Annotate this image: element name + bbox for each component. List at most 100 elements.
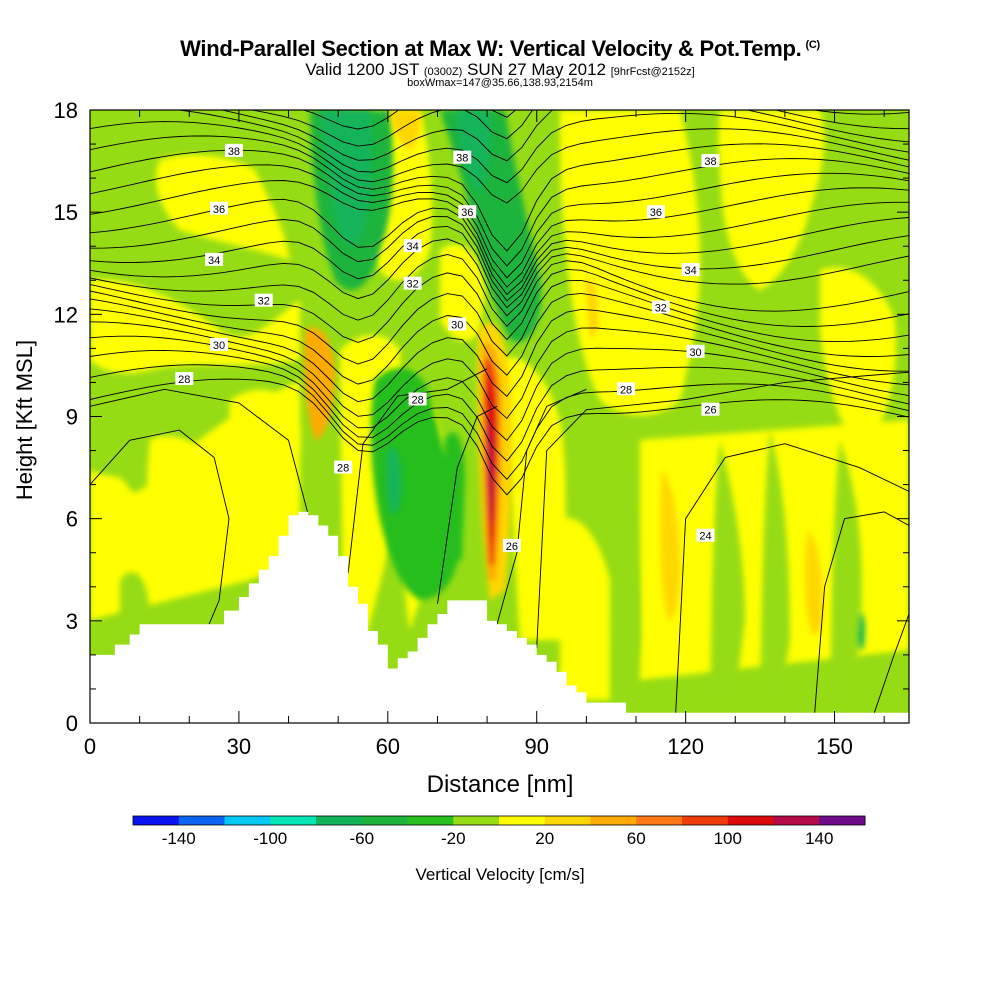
theta-label: 28 bbox=[334, 460, 353, 475]
svg-text:28: 28 bbox=[411, 394, 423, 406]
colorbar-swatch bbox=[316, 816, 363, 825]
downdraft-strong-regions bbox=[320, 110, 865, 651]
svg-text:34: 34 bbox=[407, 241, 419, 253]
colorbar-tick-label: 20 bbox=[535, 829, 554, 848]
colorbar-swatch bbox=[178, 816, 225, 825]
colorbar-label: Vertical Velocity [cm/s] bbox=[415, 865, 584, 884]
plot-area bbox=[90, 110, 909, 723]
theta-label: 28 bbox=[617, 382, 636, 396]
svg-text:32: 32 bbox=[258, 296, 270, 308]
x-axis: 0 30 60 90 120 150 bbox=[84, 110, 885, 759]
colorbar-swatch bbox=[133, 816, 180, 825]
colorbar-swatch bbox=[270, 816, 317, 825]
y-tick-label: 12 bbox=[54, 302, 78, 327]
theta-contour-line bbox=[814, 511, 909, 713]
x-tick-label: 0 bbox=[84, 734, 96, 759]
y-tick-label: 9 bbox=[66, 405, 78, 430]
colorbar-swatch bbox=[544, 816, 591, 825]
svg-text:30: 30 bbox=[689, 347, 701, 359]
theta-label: 26 bbox=[502, 538, 521, 553]
y-axis-label: Height [Kft MSL] bbox=[12, 340, 37, 500]
colorbar-swatch bbox=[361, 816, 408, 825]
y-tick-label: 3 bbox=[66, 609, 78, 634]
x-tick-label: 90 bbox=[524, 734, 548, 759]
theta-contour-line bbox=[90, 268, 909, 343]
svg-text:28: 28 bbox=[178, 374, 190, 386]
theta-contour-line bbox=[90, 225, 909, 309]
svg-text:28: 28 bbox=[337, 463, 349, 475]
colorbar-tick-label: -100 bbox=[253, 829, 287, 848]
theta-contour-line bbox=[90, 292, 909, 385]
svg-text:36: 36 bbox=[213, 204, 225, 216]
svg-text:34: 34 bbox=[208, 255, 220, 267]
colorbar: -140 -100 -60 -20 20 60 100 140 bbox=[132, 815, 866, 848]
theta-contour-line bbox=[220, 110, 909, 162]
colorbar-swatch bbox=[682, 816, 729, 825]
svg-text:38: 38 bbox=[228, 146, 240, 158]
theta-label: 28 bbox=[175, 372, 194, 386]
colorbar-swatch bbox=[453, 816, 500, 825]
y-tick-label: 18 bbox=[54, 98, 78, 123]
theta-contour-line bbox=[90, 279, 909, 365]
theta-label: 30 bbox=[448, 317, 467, 332]
theta-label: 36 bbox=[210, 201, 229, 216]
svg-text:32: 32 bbox=[655, 303, 667, 315]
theta-label: 28 bbox=[408, 392, 427, 406]
colorbar-swatch bbox=[773, 816, 820, 825]
theta-contour-line bbox=[90, 388, 309, 516]
chart-info: boxWmax=147@35.66,138.93,2154m bbox=[407, 77, 593, 89]
colorbar-swatch bbox=[407, 816, 454, 825]
theta-contour-line bbox=[90, 135, 909, 252]
svg-text:38: 38 bbox=[704, 156, 716, 168]
theta-contour-line bbox=[90, 216, 909, 302]
theta-label: 30 bbox=[210, 337, 229, 352]
colorbar-swatch bbox=[224, 816, 271, 825]
colorbar-swatch bbox=[727, 816, 774, 825]
colorbar-tick-label: 140 bbox=[805, 829, 833, 848]
theta-label: 30 bbox=[686, 344, 705, 359]
colorbar-tick-label: -60 bbox=[349, 829, 374, 848]
theta-contour-line bbox=[536, 371, 909, 649]
theta-contour-line bbox=[675, 443, 909, 713]
theta-label: 26 bbox=[701, 402, 720, 417]
theta-label: 34 bbox=[403, 239, 422, 253]
colorbar-swatch bbox=[819, 816, 866, 825]
theta-contour-line bbox=[250, 110, 909, 147]
theta-label: 36 bbox=[458, 205, 477, 219]
x-tick-label: 150 bbox=[816, 734, 853, 759]
theta-label: 32 bbox=[403, 276, 422, 291]
theta-label: 36 bbox=[646, 205, 665, 219]
theta-contours bbox=[90, 110, 909, 713]
theta-contour-line bbox=[90, 349, 909, 462]
colorbar-swatch bbox=[499, 816, 546, 825]
colorbar-tick-label: 60 bbox=[627, 829, 646, 848]
svg-text:26: 26 bbox=[506, 541, 518, 553]
colorbar-swatch bbox=[636, 816, 683, 825]
y-tick-label: 6 bbox=[66, 507, 78, 532]
theta-label: 38 bbox=[701, 154, 720, 168]
svg-text:30: 30 bbox=[451, 320, 463, 332]
theta-label: 34 bbox=[681, 263, 700, 277]
downdraft-weak-regions bbox=[120, 430, 862, 700]
svg-text:38: 38 bbox=[456, 153, 468, 165]
svg-text:32: 32 bbox=[407, 279, 419, 291]
theta-contour-labels: 38 36 34 32 30 28 38 36 34 32 30 28 28 26 28 26 30 32 34 36… bbox=[175, 143, 720, 553]
theta-contour-line bbox=[301, 110, 909, 130]
theta-contour-line bbox=[90, 238, 909, 317]
x-tick-label: 60 bbox=[376, 734, 400, 759]
theta-contour-line bbox=[90, 378, 909, 496]
colorbar-tick-label: 100 bbox=[714, 829, 742, 848]
x-tick-label: 30 bbox=[227, 734, 251, 759]
y-tick-label: 0 bbox=[66, 711, 78, 736]
theta-label: 32 bbox=[651, 300, 670, 315]
theta-contour-line bbox=[437, 405, 498, 604]
svg-text:26: 26 bbox=[704, 405, 716, 417]
theta-label: 32 bbox=[254, 293, 273, 308]
svg-text:24: 24 bbox=[699, 531, 711, 543]
theta-contour-line bbox=[90, 308, 909, 403]
theta-contour-line bbox=[90, 180, 909, 288]
theta-contour-line bbox=[90, 121, 909, 204]
theta-contour-line bbox=[496, 388, 587, 625]
chart-subtitle: Valid 1200 JST (0300Z) SUN 27 May 2012 [… bbox=[305, 60, 695, 79]
